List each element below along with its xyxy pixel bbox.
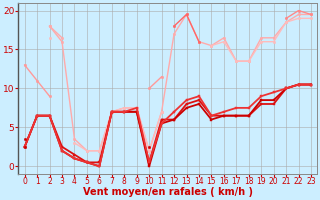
X-axis label: Vent moyen/en rafales ( km/h ): Vent moyen/en rafales ( km/h ) [83, 187, 253, 197]
